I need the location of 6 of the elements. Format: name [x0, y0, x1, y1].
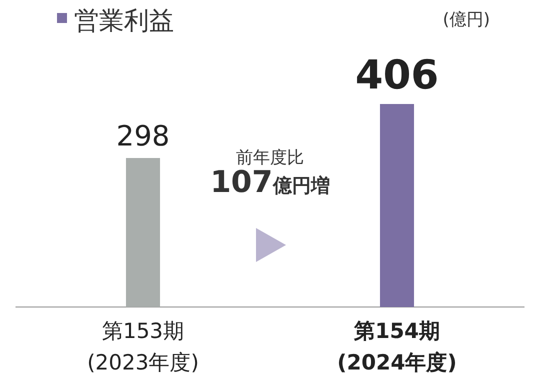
data-label: 406 [355, 52, 439, 98]
y-axis-title: (億円) [442, 9, 490, 31]
chart-title: 営業利益 [74, 5, 174, 37]
data-label: 298 [116, 119, 170, 152]
x-tick-label: 第154期 (2024年度) [337, 319, 457, 375]
x-tick-label: 第153期 (2023年度) [87, 319, 199, 375]
